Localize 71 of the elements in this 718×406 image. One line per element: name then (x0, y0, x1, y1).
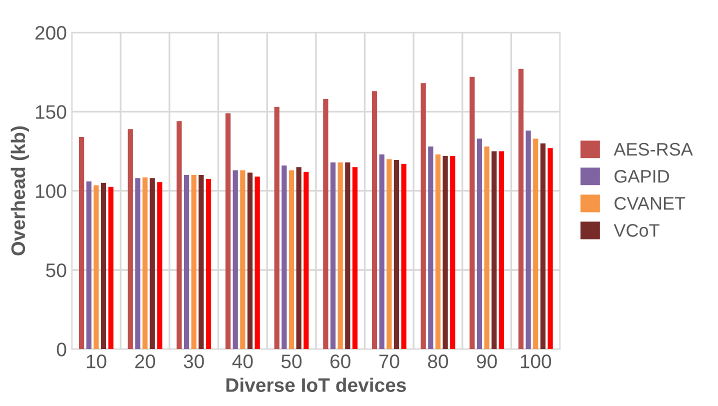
bar (176, 121, 182, 350)
bar (232, 170, 238, 350)
bar (450, 156, 456, 350)
bar (533, 138, 538, 350)
y-tick-label: 200 (35, 26, 66, 40)
bar (94, 185, 99, 350)
bar (282, 165, 287, 350)
bar (142, 177, 148, 350)
x-tick-label: 50 (281, 354, 302, 368)
bar (470, 76, 475, 350)
x-tick-label: 70 (379, 354, 400, 368)
y-axis-title: Overhead (kb) (10, 126, 29, 256)
bar (198, 174, 204, 350)
bar (135, 178, 140, 350)
bar (492, 151, 497, 350)
bar (428, 146, 434, 350)
bar (79, 136, 84, 350)
bar (254, 176, 260, 350)
bar (435, 154, 441, 350)
bar (323, 98, 328, 350)
bar (394, 160, 400, 350)
bar (240, 170, 246, 350)
legend-label: GAPID (614, 170, 669, 183)
x-tick-label: 30 (184, 354, 204, 368)
bar (86, 181, 92, 350)
x-tick-label: 10 (86, 354, 106, 368)
bar (484, 146, 490, 350)
bar (548, 148, 553, 350)
bar (206, 178, 212, 350)
bar (288, 170, 294, 350)
x-axis-title: Diverse IoT devices (226, 378, 406, 392)
x-tick-label: 20 (135, 354, 156, 368)
bar (518, 68, 524, 350)
bar (476, 138, 482, 350)
y-tick-label: 100 (36, 184, 66, 198)
bar (498, 151, 504, 350)
bar (157, 182, 162, 350)
bar (304, 172, 309, 350)
bar (386, 159, 392, 350)
bar (150, 178, 155, 350)
y-tick-label: 50 (46, 263, 66, 278)
bar (108, 186, 114, 350)
bar (401, 164, 406, 350)
bar (442, 156, 448, 350)
bar (184, 174, 190, 350)
x-tick-label: 40 (232, 354, 253, 368)
bar (420, 83, 426, 350)
x-tick-label: 100 (520, 354, 552, 368)
bar (338, 162, 343, 350)
bar (128, 129, 133, 350)
x-tick-label: 60 (330, 354, 350, 368)
bar (379, 154, 384, 350)
y-tick-label: 150 (36, 105, 66, 119)
bar (352, 167, 358, 350)
bar (345, 162, 350, 350)
bar (247, 172, 253, 350)
bar (296, 167, 302, 350)
legend-label: AES-RSA (614, 142, 693, 156)
x-tick-label: 90 (476, 354, 497, 368)
legend-label: CVANET (614, 196, 686, 210)
y-tick-label: 0 (56, 342, 66, 356)
legend-label: VCoT (614, 224, 660, 237)
x-tick-label: 80 (428, 354, 448, 368)
bar (274, 106, 280, 350)
bar (100, 182, 106, 350)
bar (372, 91, 378, 350)
bar (191, 174, 196, 350)
bar (225, 113, 231, 350)
bar (330, 162, 336, 350)
bar (526, 130, 531, 350)
bar (540, 143, 546, 350)
